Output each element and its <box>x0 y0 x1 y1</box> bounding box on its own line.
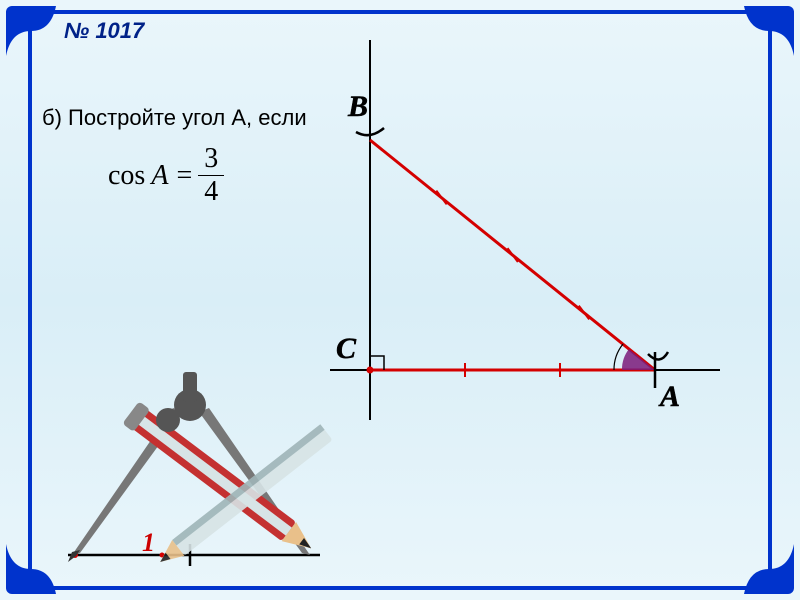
compass-tool <box>0 0 800 600</box>
unit-label: 1 <box>142 528 155 558</box>
